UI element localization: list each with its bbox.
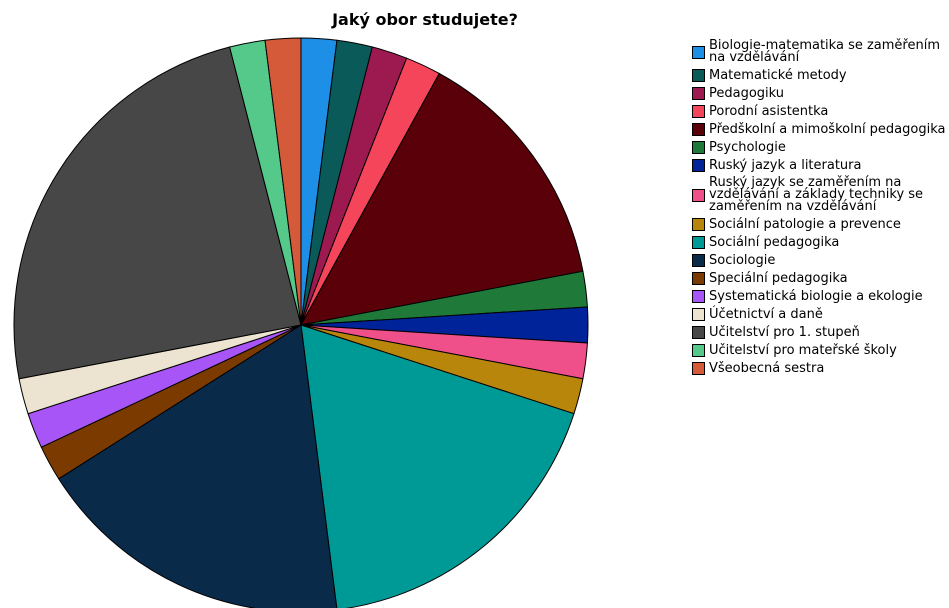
legend-swatch — [692, 218, 705, 231]
legend-label: Účetnictví a daně — [709, 306, 823, 322]
legend-label: Učitelství pro mateřské školy — [709, 342, 897, 358]
legend-item: Sociální pedagogika — [692, 236, 948, 249]
pie-slice — [13, 46, 302, 380]
legend-swatch — [692, 290, 705, 303]
pie-slice — [57, 324, 338, 608]
legend-item: Pedagogiku — [692, 87, 948, 100]
legend-label: Matematické metody — [709, 67, 847, 83]
legend-label: Porodní asistentka — [709, 103, 829, 119]
legend-item: Sociální patologie a prevence — [692, 218, 948, 231]
pie-slice — [264, 37, 302, 326]
legend-item: Učitelství pro 1. stupeň — [692, 326, 948, 339]
legend-label: Ruský jazyk se zaměřením na vzdělávání a… — [709, 175, 924, 214]
legend-label: Sociální pedagogika — [709, 234, 840, 250]
legend-swatch — [692, 159, 705, 172]
legend-swatch — [692, 326, 705, 339]
legend-swatch — [692, 188, 705, 202]
legend-swatch — [692, 362, 705, 375]
legend-swatch — [692, 308, 705, 321]
legend-label: Systematická biologie a ekologie — [709, 288, 923, 304]
legend-swatch — [692, 45, 705, 59]
legend-swatch — [692, 344, 705, 357]
legend-item: Účetnictví a daně — [692, 308, 948, 321]
legend-swatch — [692, 236, 705, 249]
legend-label: Sociální patologie a prevence — [709, 216, 901, 232]
legend-label: Ruský jazyk a literatura — [709, 157, 862, 173]
legend-item: Speciální pedagogika — [692, 272, 948, 285]
legend-label: Všeobecná sestra — [709, 360, 825, 376]
legend-swatch — [692, 141, 705, 154]
legend-swatch — [692, 254, 705, 267]
legend-swatch — [692, 123, 705, 136]
legend-item: Psychologie — [692, 141, 948, 154]
legend-item: Matematické metody — [692, 69, 948, 82]
legend-label: Učitelství pro 1. stupeň — [709, 324, 860, 340]
legend-label: Sociologie — [709, 252, 776, 268]
legend-item: Biologie-matematika se zaměřením na vzdě… — [692, 38, 948, 65]
pie-slice — [300, 72, 584, 326]
legend-item: Předškolní a mimoškolní pedagogika — [692, 123, 948, 136]
legend-swatch — [692, 272, 705, 285]
chart-title: Jaký obor studujete? — [332, 10, 518, 29]
legend-swatch — [692, 69, 705, 82]
legend-item: Sociologie — [692, 254, 948, 267]
legend-item: Ruský jazyk a literatura — [692, 159, 948, 172]
legend-label: Psychologie — [709, 139, 786, 155]
legend-label: Předškolní a mimoškolní pedagogika — [709, 121, 946, 137]
legend-item: Ruský jazyk se zaměřením na vzdělávání a… — [692, 175, 948, 214]
legend-label: Biologie-matematika se zaměřením na vzdě… — [709, 38, 940, 65]
legend-label: Pedagogiku — [709, 85, 785, 101]
legend: Biologie-matematika se zaměřením na vzdě… — [692, 38, 948, 380]
legend-swatch — [692, 105, 705, 118]
legend-item: Porodní asistentka — [692, 105, 948, 118]
legend-label: Speciální pedagogika — [709, 270, 848, 286]
pie-slice — [300, 324, 575, 608]
legend-item: Všeobecná sestra — [692, 362, 948, 375]
legend-swatch — [692, 87, 705, 100]
legend-item: Učitelství pro mateřské školy — [692, 344, 948, 357]
legend-item: Systematická biologie a ekologie — [692, 290, 948, 303]
